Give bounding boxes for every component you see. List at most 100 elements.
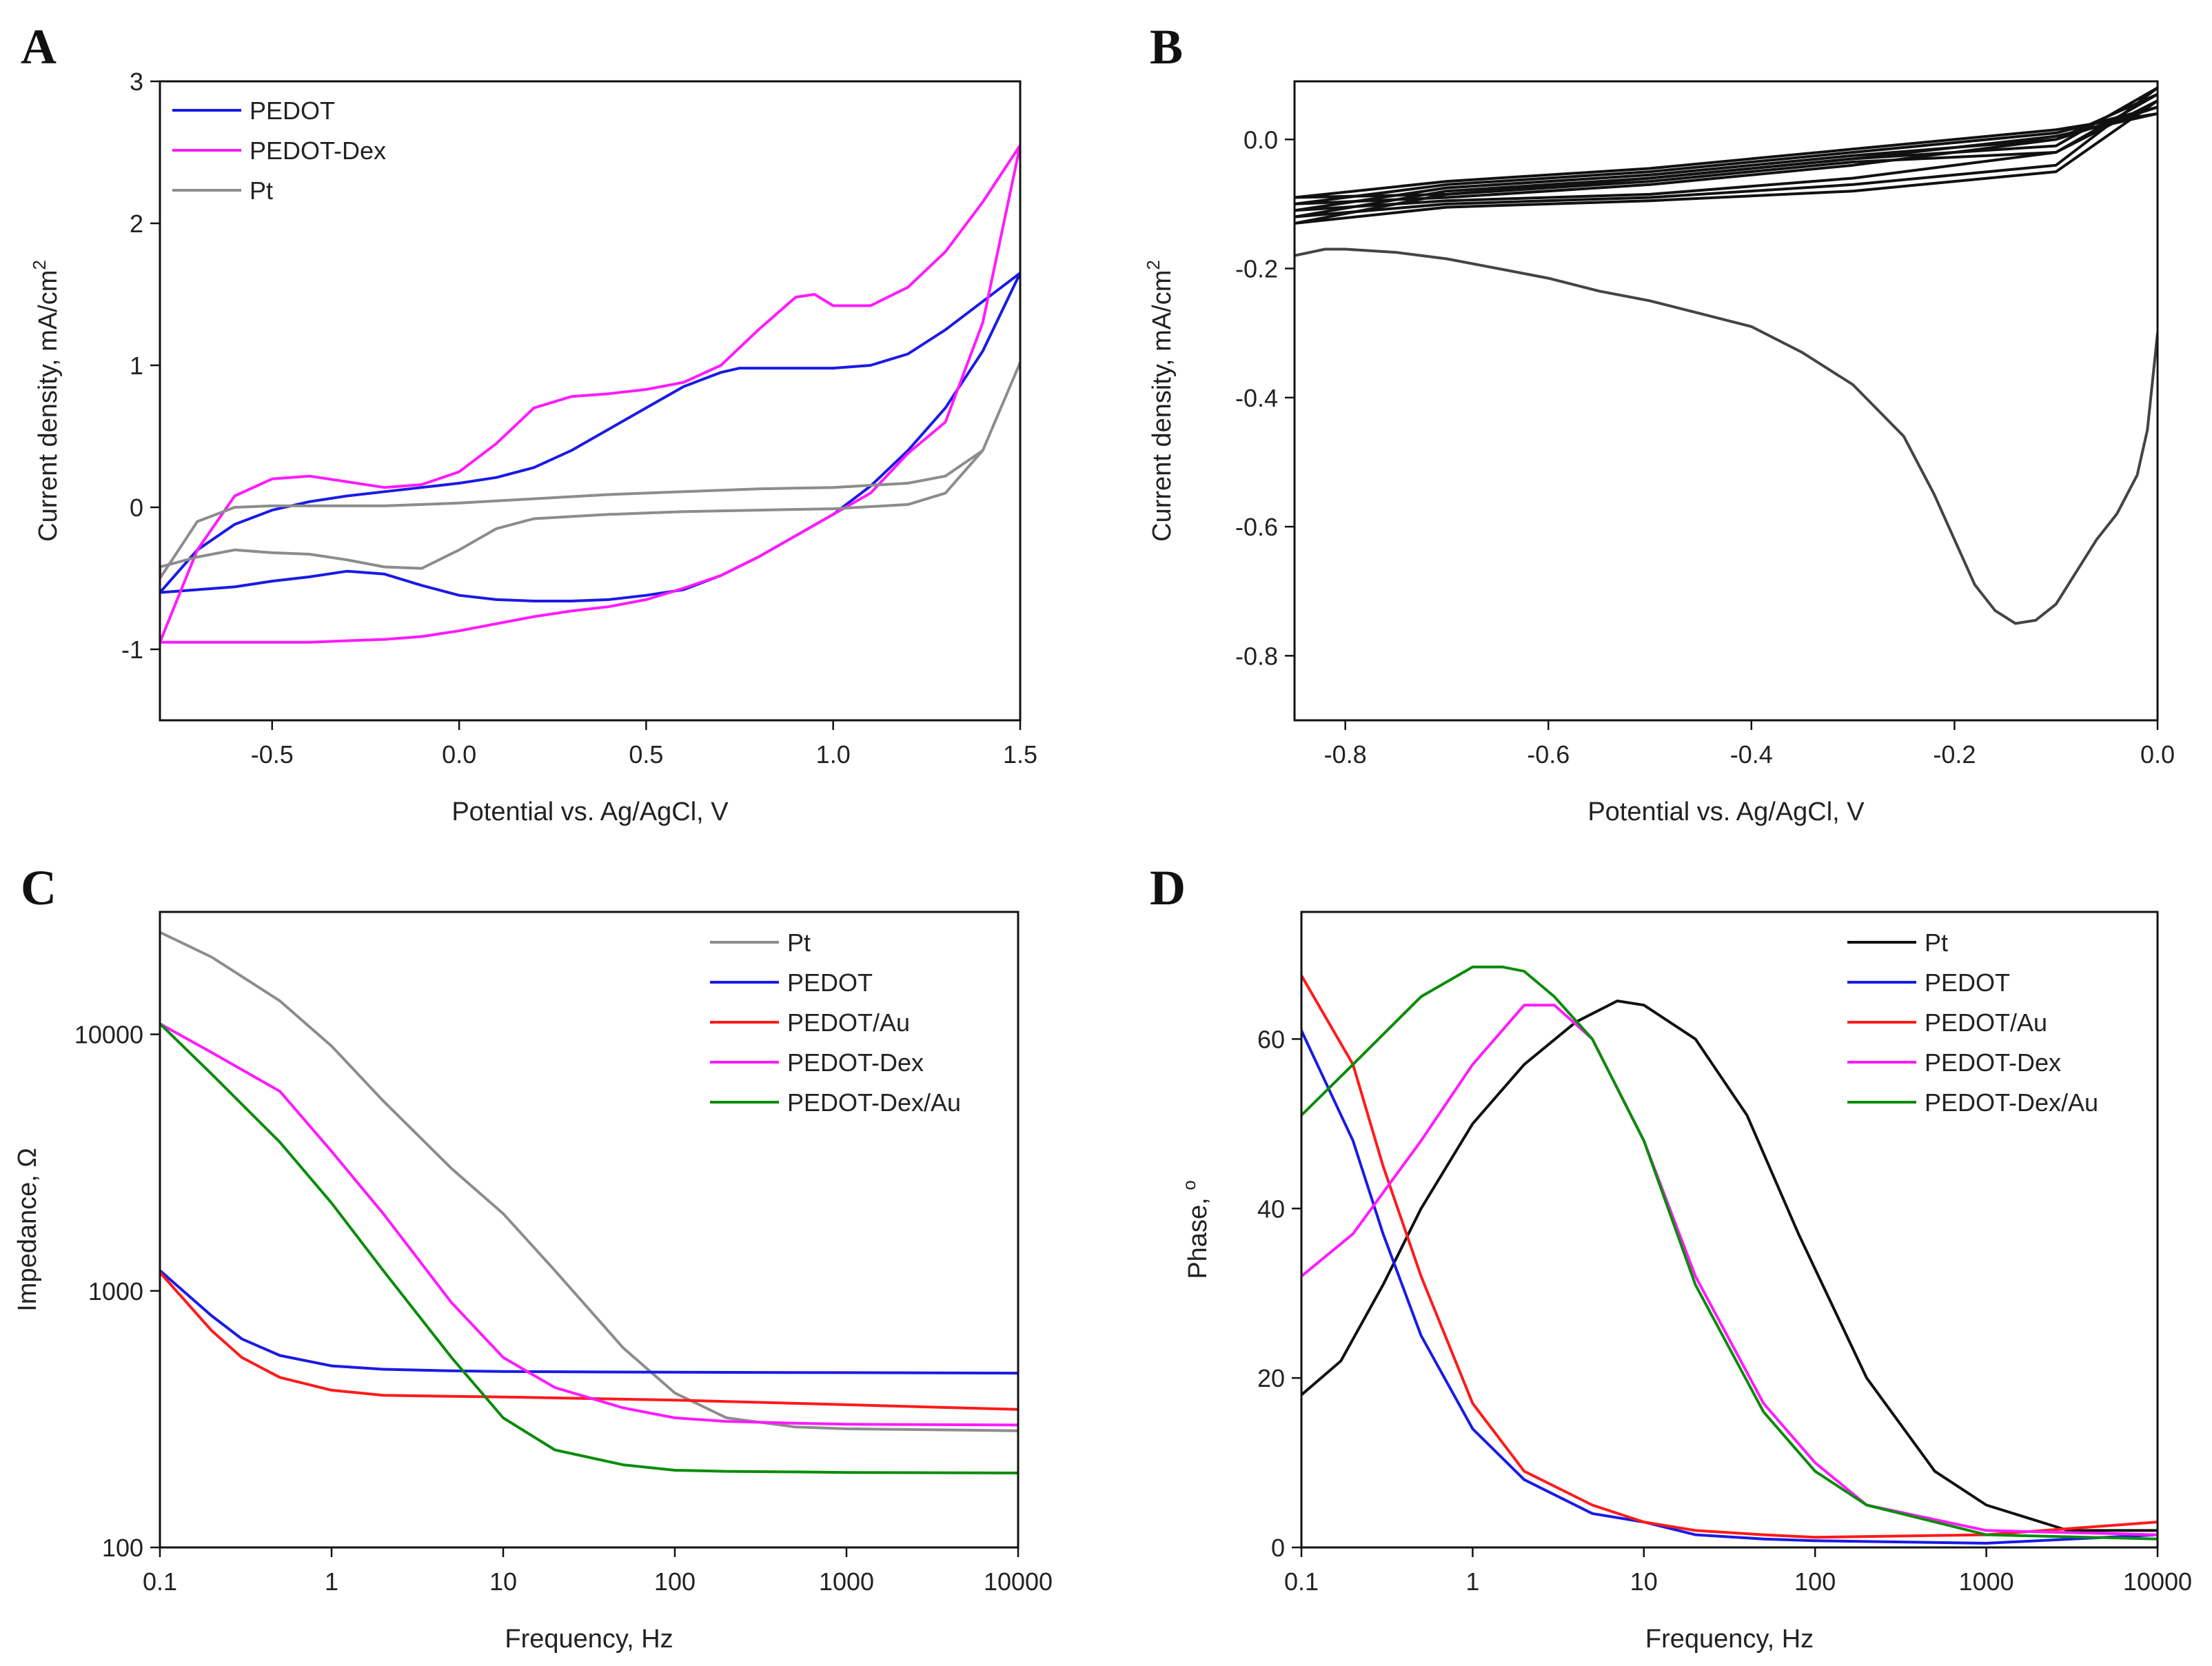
x-axis-title: Potential vs. Ag/AgCl, V xyxy=(451,798,729,826)
series-line-c-3 xyxy=(160,1271,1018,1411)
chart-panel-a: -0.5 0.0 0.5 1.0 1.5 -1 0 1 2 3 Potential vs. Ag/A… xyxy=(29,68,1037,826)
panel-letter-d: D xyxy=(1150,860,1186,915)
y-tick-label: 0 xyxy=(130,494,143,522)
legend-label: PEDOT/Au xyxy=(787,1008,910,1037)
x-tick-label: -0.8 xyxy=(1324,740,1367,769)
panel-letter-b: B xyxy=(1150,19,1183,74)
chart-panel-d: 0.1 1 10 100 1000 10000 0 20 40 60 Frequency, Hz Ph… xyxy=(1179,911,2192,1654)
legend-label: PEDOT xyxy=(787,968,873,997)
x-tick-label: 10000 xyxy=(2123,1567,2192,1596)
x-tick-label: -0.6 xyxy=(1527,740,1570,769)
y-tick-label: -1 xyxy=(121,636,143,664)
series-line-d-1 xyxy=(1301,999,2158,1532)
series-line-c-5 xyxy=(160,1022,1018,1474)
x-tick-label: 1000 xyxy=(1959,1567,2014,1596)
legend-label: PEDOT xyxy=(250,96,335,125)
plot-frame-a xyxy=(159,80,1022,722)
legend-label: PEDOT-Dex xyxy=(1925,1048,2061,1077)
legend-label: PEDOT-Dex xyxy=(250,136,386,165)
x-tick-label: -0.2 xyxy=(1933,740,1976,769)
panel-letter-a: A xyxy=(21,19,57,74)
y-axis-title-text: Phase, xyxy=(1184,1190,1212,1279)
legend-c: Pt PEDOT PEDOT/Au PEDOT-Dex PEDOT-Dex/Au xyxy=(710,928,961,1117)
y-tick-label: -0.2 xyxy=(1235,255,1278,283)
y-axis-title: Impedance, Ω xyxy=(13,1148,42,1312)
y-tick-label: -0.6 xyxy=(1235,513,1278,541)
series-line-d-2 xyxy=(1301,1029,2158,1545)
series-group xyxy=(1301,965,2158,1545)
x-tick-label: 0.0 xyxy=(2140,740,2175,769)
y-axis-title: Current density, mA/cm2 xyxy=(1143,260,1177,542)
series-line-a-3 xyxy=(160,360,1020,580)
legend-label: PEDOT/Au xyxy=(1925,1008,2047,1037)
x-tick-label: 10000 xyxy=(984,1567,1053,1596)
legend-label: PEDOT-Dex xyxy=(787,1048,924,1077)
y-tick-label: -0.4 xyxy=(1235,384,1278,412)
legend-label: Pt xyxy=(1925,928,1948,957)
x-tick-label: 1.0 xyxy=(816,740,851,769)
series-line-b-5 xyxy=(1295,112,2158,199)
series-line-d-4 xyxy=(1301,1004,2158,1536)
series-line-d-3 xyxy=(1301,974,2158,1539)
x-axis-title: Potential vs. Ag/AgCl, V xyxy=(1587,798,1865,826)
legend-label: PEDOT-Dex/Au xyxy=(787,1088,961,1117)
y-tick-label: -0.8 xyxy=(1235,642,1278,670)
x-tick-label: 1 xyxy=(325,1567,338,1596)
chart-panel-b: -0.8 -0.6 -0.4 -0.2 0.0 0.0 -0.2 -0.4 -0.6 -0.8 Po… xyxy=(1143,80,2175,826)
plot-frame-d xyxy=(1300,911,2159,1549)
y-tick-label: 60 xyxy=(1257,1025,1285,1053)
x-tick-label: 100 xyxy=(654,1567,696,1596)
series-group xyxy=(1295,86,2158,625)
legend-a: PEDOT PEDOT-Dex Pt xyxy=(172,96,386,205)
y-axis-title-superscript: 2 xyxy=(1143,260,1164,270)
x-tick-label: 0.1 xyxy=(1284,1567,1319,1596)
series-line-b-2 xyxy=(1295,105,2158,205)
x-axis-title: Frequency, Hz xyxy=(1645,1625,1814,1654)
series-line-a-2 xyxy=(160,143,1020,644)
series-line-b-6 xyxy=(1295,99,2158,225)
series-line-c-1 xyxy=(160,931,1018,1432)
x-tick-label: 1.5 xyxy=(1003,740,1037,769)
y-axis-title-text: Current density, mA/cm xyxy=(1148,270,1177,542)
y-axis-title: Phase, o xyxy=(1179,1180,1212,1279)
y-tick-label: 0.0 xyxy=(1244,125,1278,154)
y-axis-title-superscript: o xyxy=(1179,1180,1199,1190)
y-axis-title-text: Impedance, Ω xyxy=(13,1148,42,1312)
x-tick-label: 1 xyxy=(1465,1567,1479,1596)
y-tick-label: 1000 xyxy=(88,1277,143,1306)
x-tick-label: 0.5 xyxy=(629,740,663,769)
plot-frame-c xyxy=(159,911,1019,1549)
y-axis-title-text: Current density, mA/cm xyxy=(34,270,63,542)
x-tick-label: 0.0 xyxy=(442,740,476,769)
x-tick-label: 1000 xyxy=(819,1567,874,1596)
y-axis-title-superscript: 2 xyxy=(29,260,50,270)
series-line-d-5 xyxy=(1301,965,2158,1541)
x-tick-label: 100 xyxy=(1794,1567,1836,1596)
y-tick-label: 10000 xyxy=(74,1021,143,1049)
series-line-c-4 xyxy=(160,1022,1018,1427)
legend-d: Pt PEDOT PEDOT/Au PEDOT-Dex PEDOT-Dex/Au xyxy=(1847,928,2098,1117)
series-group xyxy=(160,143,1020,644)
chart-panel-c: 0.1 1 10 100 1000 10000 100 1000 10000 Frequency,… xyxy=(13,911,1053,1654)
legend-label: PEDOT xyxy=(1925,968,2010,997)
y-tick-label: 2 xyxy=(130,210,143,238)
series-line-a-1 xyxy=(160,272,1020,602)
x-tick-label: -0.5 xyxy=(251,740,294,769)
y-axis-title: Current density, mA/cm2 xyxy=(29,260,63,542)
y-tick-label: 3 xyxy=(130,68,143,96)
x-tick-label: 0.1 xyxy=(143,1567,177,1596)
y-tick-label: 40 xyxy=(1257,1195,1285,1223)
panel-letter-c: C xyxy=(21,860,57,915)
legend-label: PEDOT-Dex/Au xyxy=(1925,1088,2098,1117)
legend-label: Pt xyxy=(787,928,811,957)
series-line-c-2 xyxy=(160,1269,1018,1375)
series-group xyxy=(160,931,1018,1474)
y-tick-label: 100 xyxy=(102,1534,143,1562)
x-tick-label: -0.4 xyxy=(1730,740,1773,769)
x-axis-title: Frequency, Hz xyxy=(505,1625,673,1654)
y-tick-label: 0 xyxy=(1271,1534,1285,1562)
x-tick-label: 10 xyxy=(1630,1567,1658,1596)
series-line-b-1 xyxy=(1295,247,2158,625)
plot-frame-b xyxy=(1293,80,2159,722)
